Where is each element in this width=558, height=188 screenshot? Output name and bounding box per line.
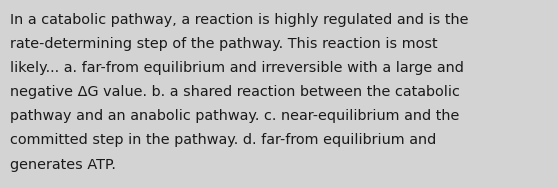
Text: likely... a. far-from equilibrium and irreversible with a large and: likely... a. far-from equilibrium and ir…	[10, 61, 464, 75]
Text: rate-determining step of the pathway. This reaction is most: rate-determining step of the pathway. Th…	[10, 37, 437, 51]
Text: In a catabolic pathway, a reaction is highly regulated and is the: In a catabolic pathway, a reaction is hi…	[10, 13, 469, 27]
Text: pathway and an anabolic pathway. c. near-equilibrium and the: pathway and an anabolic pathway. c. near…	[10, 109, 459, 123]
Text: negative ΔG value. b. a shared reaction between the catabolic: negative ΔG value. b. a shared reaction …	[10, 85, 460, 99]
Text: generates ATP.: generates ATP.	[10, 158, 116, 171]
Text: committed step in the pathway. d. far-from equilibrium and: committed step in the pathway. d. far-fr…	[10, 133, 436, 147]
